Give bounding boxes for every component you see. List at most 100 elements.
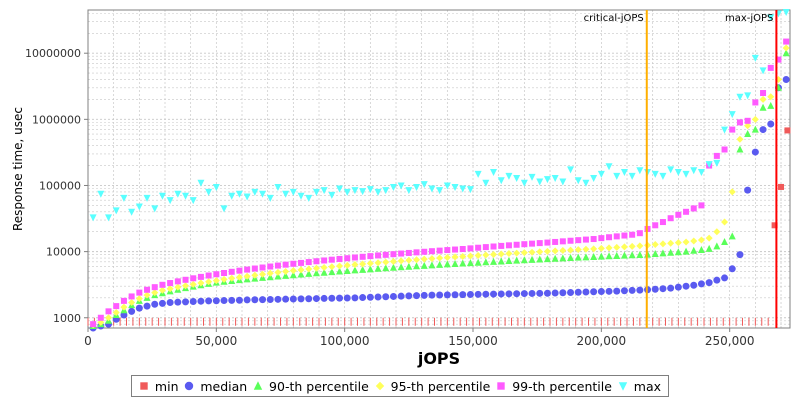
point-max [605, 163, 613, 171]
point-90-th-percentile [328, 268, 336, 276]
point-median [721, 274, 729, 282]
point-max [220, 205, 228, 213]
point-median [682, 282, 690, 290]
point-99-th-percentile [321, 257, 328, 264]
point-90-th-percentile [744, 130, 752, 138]
point-95-th-percentile [605, 244, 613, 252]
point-95-th-percentile [736, 135, 744, 143]
point-max [728, 111, 736, 119]
point-max [459, 185, 467, 193]
point-95-th-percentile [628, 242, 636, 250]
point-90-th-percentile [636, 250, 644, 258]
point-99-th-percentile [174, 278, 181, 285]
point-95-th-percentile [289, 267, 297, 275]
point-90-th-percentile [682, 247, 690, 255]
point-95-th-percentile [235, 273, 243, 281]
point-max [543, 176, 551, 184]
x-tick-label: 250,000 [705, 334, 755, 348]
point-90-th-percentile [382, 264, 390, 272]
point-95-th-percentile [374, 259, 382, 267]
point-99-th-percentile [182, 276, 189, 283]
point-95-th-percentile [505, 250, 513, 258]
point-median [597, 288, 605, 296]
point-95-th-percentile [382, 258, 390, 266]
point-99-th-percentile [783, 38, 790, 45]
point-99-th-percentile [298, 259, 305, 266]
point-90-th-percentile [397, 263, 405, 271]
point-max [690, 167, 698, 175]
point-95-th-percentile [351, 261, 359, 269]
point-95-th-percentile [105, 314, 113, 322]
point-max [713, 159, 721, 167]
point-median [690, 281, 698, 289]
point-99-th-percentile [544, 239, 551, 246]
point-median [182, 298, 190, 306]
point-median [528, 289, 536, 297]
point-90-th-percentile [497, 257, 505, 265]
point-99-th-percentile [267, 263, 274, 270]
point-90-th-percentile [459, 259, 467, 267]
point-95-th-percentile [251, 271, 259, 279]
point-median [135, 304, 143, 312]
point-max [105, 214, 113, 222]
point-90-th-percentile [474, 258, 482, 266]
point-99-th-percentile [698, 202, 705, 209]
point-95-th-percentile [135, 295, 143, 303]
point-90-th-percentile [667, 248, 675, 256]
point-99-th-percentile [159, 281, 166, 288]
point-90-th-percentile [297, 270, 305, 278]
point-max [682, 170, 690, 178]
point-median [728, 265, 736, 273]
point-95-th-percentile [497, 250, 505, 258]
point-90-th-percentile [490, 257, 498, 265]
point-90-th-percentile [551, 254, 559, 262]
point-99-th-percentile [144, 286, 151, 293]
point-95-th-percentile [613, 243, 621, 251]
point-median [282, 295, 290, 303]
point-90-th-percentile [628, 251, 636, 259]
point-max [189, 197, 197, 205]
point-99-th-percentile [359, 253, 366, 260]
point-max [597, 170, 605, 178]
point-99-th-percentile [729, 126, 736, 133]
point-99-th-percentile [621, 232, 628, 239]
point-max [513, 174, 521, 182]
point-max [767, 14, 775, 22]
point-median [143, 302, 151, 310]
point-median [620, 287, 628, 295]
point-90-th-percentile [443, 260, 451, 268]
point-max [266, 194, 274, 202]
legend-marker-shape [618, 382, 627, 391]
point-99-th-percentile [282, 261, 289, 268]
point-median [451, 291, 459, 299]
annotation-layer: critical-jOPS max-jOPS [584, 10, 778, 328]
legend: min median 90-th percentile 95-th percentil… [131, 375, 669, 397]
point-max [590, 174, 598, 182]
point-95-th-percentile [197, 279, 205, 287]
point-90-th-percentile [751, 125, 759, 133]
point-95-th-percentile [174, 283, 182, 291]
point-95-th-percentile [659, 240, 667, 248]
x-tick-label: 200,000 [577, 334, 627, 348]
point-max [620, 168, 628, 176]
point-max [505, 172, 513, 180]
point-max [351, 187, 359, 195]
point-99-th-percentile [752, 99, 759, 106]
series-90-th-percentile [89, 49, 790, 330]
point-max [120, 194, 128, 202]
point-95-th-percentile [389, 257, 397, 265]
point-95-th-percentile [490, 250, 498, 258]
point-median [266, 295, 274, 303]
point-90-th-percentile [505, 257, 513, 265]
point-99-th-percentile [459, 246, 466, 253]
point-median [636, 286, 644, 294]
point-99-th-percentile [475, 244, 482, 251]
point-median [374, 293, 382, 301]
series-min [87, 127, 791, 326]
point-median [751, 148, 759, 156]
point-95-th-percentile [158, 286, 166, 294]
point-95-th-percentile [282, 268, 290, 276]
point-99-th-percentile [205, 272, 212, 279]
point-max [782, 8, 790, 16]
